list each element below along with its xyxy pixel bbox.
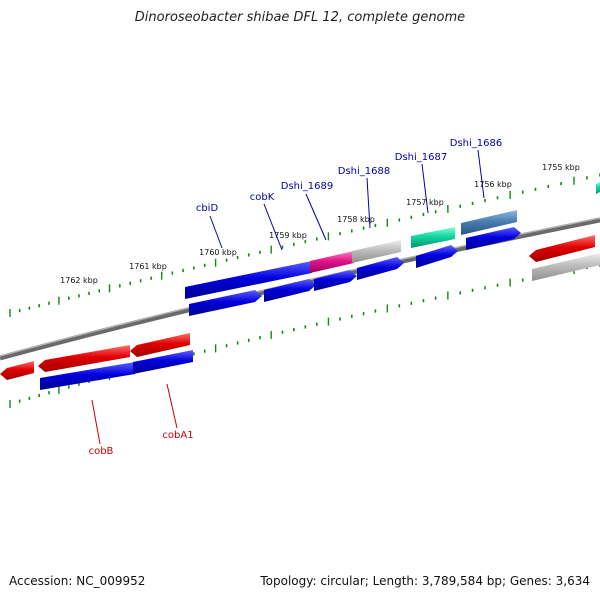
accession-text: Accession: NC_009952	[9, 574, 146, 588]
gene-red-arrow	[529, 235, 595, 262]
gene-leader-line	[366, 177, 371, 229]
gene-leader-line	[421, 163, 429, 214]
gene-blue-arrow	[314, 270, 357, 291]
gene-leader-line	[263, 203, 283, 251]
gene-cobB	[38, 345, 130, 372]
gene-label: Dshi_1689	[281, 181, 333, 192]
gene-label: Dshi_1686	[450, 138, 502, 149]
gene-blue-arrow	[416, 245, 458, 268]
map-title: Dinoroseobacter shibae DFL 12, complete …	[134, 10, 466, 25]
kbp-label: 1755 kbp	[542, 163, 580, 172]
gene-leader-line	[209, 215, 223, 249]
gene-cobA1	[130, 333, 190, 357]
gene-leader-line	[305, 193, 327, 241]
gene-label: Dshi_1687	[395, 152, 447, 163]
kbp-label: 1757 kbp	[406, 198, 444, 207]
gene-blue-arrow	[264, 279, 316, 302]
kbp-label: 1759 kbp	[269, 231, 307, 240]
scale-labels: 1762 kbp 1761 kbp 1760 kbp 1759 kbp 1758 kbp…	[60, 163, 580, 285]
gene-leader-line	[91, 399, 101, 445]
gene-label: cobB	[89, 446, 114, 457]
gene-label: cobK	[250, 192, 275, 203]
kbp-label: 1760 kbp	[199, 248, 237, 257]
kbp-label: 1762 kbp	[60, 276, 98, 285]
gene-labels: cbiD cobK Dshi_1689 Dshi_1688 Dshi_1687Dshi_…	[89, 138, 503, 457]
gene-cobK	[189, 290, 262, 316]
gene-Dshi_1686	[461, 210, 517, 235]
gene-Dshi_1689	[310, 251, 354, 273]
gene-leader-line	[477, 149, 485, 199]
gene-Dshi_1688	[352, 240, 401, 263]
gene-cbiD	[185, 261, 312, 299]
kbp-label: 1758 kbp	[337, 215, 375, 224]
genome-summary-text: Topology: circular; Length: 3,789,584 bp…	[260, 574, 590, 588]
gene-blue-box	[133, 350, 193, 374]
gene-red-arrow	[0, 361, 34, 380]
gene-blue-arrow	[466, 227, 521, 250]
gene-blue-box	[40, 362, 135, 390]
kbp-label: 1761 kbp	[129, 262, 167, 271]
gene-teal-partial	[596, 182, 600, 194]
gene-label: cbiD	[196, 203, 219, 214]
gene-Dshi_1687	[411, 227, 455, 248]
gene-label: cobA1	[162, 430, 193, 441]
gene-grey-box	[532, 253, 600, 281]
gene-blue-arrow	[357, 257, 404, 280]
gene-features	[0, 182, 600, 390]
kbp-label: 1756 kbp	[474, 180, 512, 189]
gene-leader-line	[166, 383, 178, 429]
gene-label: Dshi_1688	[338, 166, 390, 177]
